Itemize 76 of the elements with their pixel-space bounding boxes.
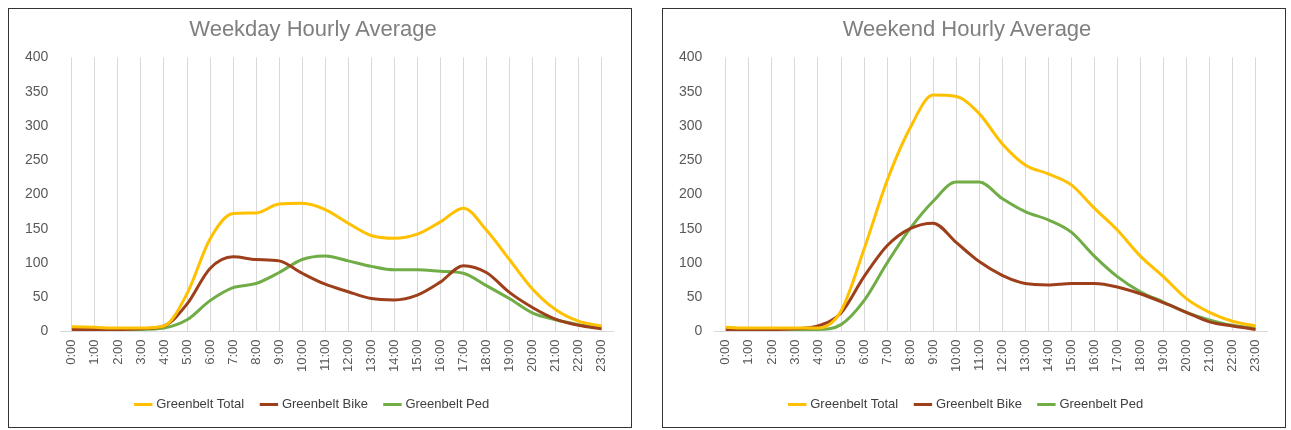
chart-title: Weekday Hourly Average <box>189 16 437 42</box>
x-tick-label: 4:00 <box>155 339 171 365</box>
x-tick-label: 18:00 <box>477 339 493 373</box>
x-tick-label: 13:00 <box>362 339 378 373</box>
line-series <box>724 93 1257 330</box>
x-tick-label: 10:00 <box>947 339 963 373</box>
x-tick-label: 4:00 <box>809 339 825 365</box>
x-tick-label: 8:00 <box>247 339 263 365</box>
x-tick-label: 6:00 <box>201 339 217 365</box>
y-tick-label: 400 <box>25 48 49 65</box>
legend-label: Greenbelt Total <box>156 396 245 412</box>
x-tick-label: 11:00 <box>970 339 986 372</box>
x-tick-label: 0:00 <box>63 339 79 365</box>
y-tick-label: 150 <box>679 219 703 236</box>
x-tick-label: 3:00 <box>132 339 148 365</box>
x-tick-label: 14:00 <box>1039 339 1055 373</box>
x-tick-label: 23:00 <box>1247 339 1263 373</box>
y-tick-label: 0 <box>40 322 49 339</box>
legend-label: Greenbelt Ped <box>405 396 490 412</box>
y-tick-label: 300 <box>679 116 703 133</box>
y-tick-label: 350 <box>25 82 49 99</box>
y-tick-label: 0 <box>694 322 703 339</box>
y-tick-label: 400 <box>679 48 703 65</box>
legend-label: Greenbelt Bike <box>935 396 1022 412</box>
y-tick-label: 250 <box>25 151 49 168</box>
x-tick-label: 2:00 <box>109 339 125 365</box>
x-tick-label: 9:00 <box>270 339 286 365</box>
x-tick-label: 16:00 <box>431 339 447 373</box>
x-tick-label: 22:00 <box>1224 339 1240 373</box>
x-tick-label: 13:00 <box>1016 339 1032 373</box>
x-tick-label: 7:00 <box>878 339 894 365</box>
x-tick-label: 9:00 <box>924 339 940 365</box>
y-tick-label: 200 <box>25 185 49 202</box>
x-tick-label: 17:00 <box>454 339 470 373</box>
chart-title: Weekend Hourly Average <box>842 16 1092 42</box>
x-tick-label: 21:00 <box>547 339 563 373</box>
x-tick-label: 21:00 <box>1201 339 1217 373</box>
x-tick-label: 3:00 <box>786 339 802 365</box>
legend-label: Greenbelt Ped <box>1059 396 1144 412</box>
x-tick-label: 14:00 <box>385 339 401 373</box>
legend-label: Greenbelt Total <box>810 396 899 412</box>
x-tick-label: 17:00 <box>1108 339 1124 373</box>
x-tick-label: 22:00 <box>570 339 586 373</box>
x-tick-label: 15:00 <box>1062 339 1078 373</box>
x-tick-label: 20:00 <box>523 339 539 373</box>
x-tick-label: 11:00 <box>316 339 332 372</box>
x-tick-label: 2:00 <box>763 339 779 365</box>
x-tick-label: 1:00 <box>740 339 756 365</box>
x-tick-label: 7:00 <box>224 339 240 365</box>
y-tick-label: 50 <box>686 288 703 305</box>
x-tick-label: 1:00 <box>86 339 102 365</box>
y-tick-label: 100 <box>679 253 703 270</box>
x-tick-label: 18:00 <box>1131 339 1147 373</box>
x-tick-label: 12:00 <box>339 339 355 373</box>
x-tick-label: 19:00 <box>1154 339 1170 373</box>
x-tick-label: 5:00 <box>832 339 848 365</box>
y-tick-label: 350 <box>679 82 703 99</box>
y-tick-label: 200 <box>679 185 703 202</box>
y-tick-label: 50 <box>32 288 49 305</box>
x-tick-label: 5:00 <box>178 339 194 365</box>
line-series <box>70 201 603 330</box>
x-tick-label: 10:00 <box>293 339 309 373</box>
x-tick-label: 8:00 <box>901 339 917 365</box>
y-tick-label: 100 <box>25 253 49 270</box>
x-tick-label: 19:00 <box>500 339 516 373</box>
x-tick-label: 6:00 <box>855 339 871 365</box>
y-tick-label: 150 <box>25 219 49 236</box>
x-tick-label: 12:00 <box>993 339 1009 373</box>
x-tick-label: 23:00 <box>593 339 609 373</box>
x-tick-label: 16:00 <box>1085 339 1101 373</box>
y-tick-label: 300 <box>25 116 49 133</box>
x-tick-label: 15:00 <box>408 339 424 373</box>
x-tick-label: 20:00 <box>1177 339 1193 373</box>
legend-label: Greenbelt Bike <box>281 396 368 412</box>
x-tick-label: 0:00 <box>717 339 733 365</box>
y-tick-label: 250 <box>679 151 703 168</box>
